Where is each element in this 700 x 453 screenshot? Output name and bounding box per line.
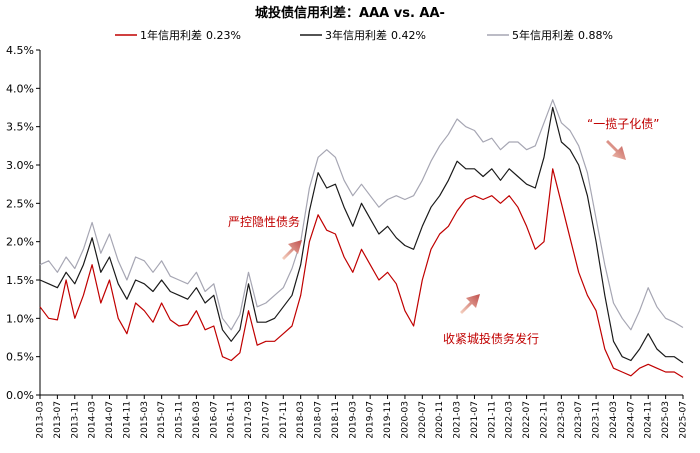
x-tick-label: 2018-07 xyxy=(314,401,324,439)
x-tick-label: 2017-07 xyxy=(261,401,271,439)
y-tick-label: 2.0% xyxy=(6,236,34,249)
x-tick-label: 2024-07 xyxy=(626,401,636,439)
y-tick-label: 4.0% xyxy=(6,82,34,95)
legend-value: 0.88% xyxy=(578,29,613,42)
x-tick-label: 2013-07 xyxy=(53,401,63,439)
x-tick-label: 2021-11 xyxy=(487,401,497,439)
annotation-arrow xyxy=(282,240,302,260)
x-tick-label: 2023-03 xyxy=(557,401,567,439)
x-tick-label: 2020-07 xyxy=(418,401,428,439)
x-tick-label: 2014-07 xyxy=(105,401,115,439)
x-tick-label: 2024-11 xyxy=(644,401,654,439)
y-tick-label: 3.0% xyxy=(6,159,34,172)
y-tick-label: 0.5% xyxy=(6,351,34,364)
chart-title: 城投债信用利差：AAA vs. AA- xyxy=(255,5,445,21)
x-tick-label: 2014-11 xyxy=(122,401,132,439)
x-tick-label: 2021-07 xyxy=(470,401,480,439)
x-tick-label: 2013-03 xyxy=(36,401,46,439)
x-tick-label: 2017-11 xyxy=(279,401,289,439)
x-tick-label: 2025-03 xyxy=(661,401,671,439)
x-tick-label: 2019-11 xyxy=(383,401,393,439)
x-tick-label: 2025-07 xyxy=(679,401,689,439)
annotation-label: 收紧城投债务发行 xyxy=(443,331,539,346)
y-tick-label: 1.0% xyxy=(6,312,34,325)
y-tick-label: 4.5% xyxy=(6,44,34,57)
x-tick-label: 2023-11 xyxy=(592,401,602,439)
x-tick-label: 2015-07 xyxy=(157,401,167,439)
x-tick-label: 2018-03 xyxy=(296,401,306,439)
x-tick-label: 2022-07 xyxy=(522,401,532,439)
x-tick-label: 2024-03 xyxy=(609,401,619,439)
y-axis-ticks: 0.0% 0.5% 1.0% 1.5% 2.0% 2.5% 3.0% 3.5% 4.0% 4.5% xyxy=(6,44,40,402)
x-tick-label: 2013-11 xyxy=(70,401,80,439)
annotation-label: 严控隐性债务 xyxy=(228,214,300,229)
annotation-arrow xyxy=(460,294,480,314)
legend-value: 0.23% xyxy=(206,29,241,42)
x-tick-label: 2022-11 xyxy=(539,401,549,439)
series-line xyxy=(39,168,684,378)
legend: 1年信用利差 0.23% 3年信用利差 0.42% 5年信用利差 0.88% xyxy=(115,28,613,42)
series-line xyxy=(39,99,684,331)
y-tick-label: 1.5% xyxy=(6,274,34,287)
legend-label: 3年信用利差 xyxy=(325,28,387,42)
x-tick-label: 2015-11 xyxy=(175,401,185,439)
legend-label: 1年信用利差 xyxy=(140,28,202,42)
x-tick-label: 2023-07 xyxy=(574,401,584,439)
series-group xyxy=(39,99,684,378)
x-tick-label: 2016-11 xyxy=(227,401,237,439)
y-tick-label: 0.0% xyxy=(6,389,34,402)
x-tick-label: 2019-07 xyxy=(366,401,376,439)
x-tick-label: 2016-07 xyxy=(209,401,219,439)
annotation-arrow xyxy=(606,140,626,160)
annotation-label: “一揽子化债” xyxy=(587,117,659,131)
x-tick-label: 2019-03 xyxy=(348,401,358,439)
x-tick-label: 2022-03 xyxy=(505,401,515,439)
x-tick-label: 2015-03 xyxy=(140,401,150,439)
x-tick-label: 2016-03 xyxy=(192,401,202,439)
x-tick-label: 2018-11 xyxy=(331,401,341,439)
x-axis-ticks: 2013-03 2013-07 2013-11 2014-03 2014-07 2014-… xyxy=(36,395,689,439)
legend-label: 5年信用利差 xyxy=(512,28,574,42)
y-tick-label: 3.5% xyxy=(6,121,34,134)
x-tick-label: 2021-03 xyxy=(453,401,463,439)
x-tick-label: 2014-03 xyxy=(88,401,98,439)
x-tick-label: 2017-03 xyxy=(244,401,254,439)
x-tick-label: 2020-11 xyxy=(435,401,445,439)
y-tick-label: 2.5% xyxy=(6,197,34,210)
legend-value: 0.42% xyxy=(391,29,426,42)
x-tick-label: 2020-03 xyxy=(400,401,410,439)
series-line xyxy=(39,106,684,364)
